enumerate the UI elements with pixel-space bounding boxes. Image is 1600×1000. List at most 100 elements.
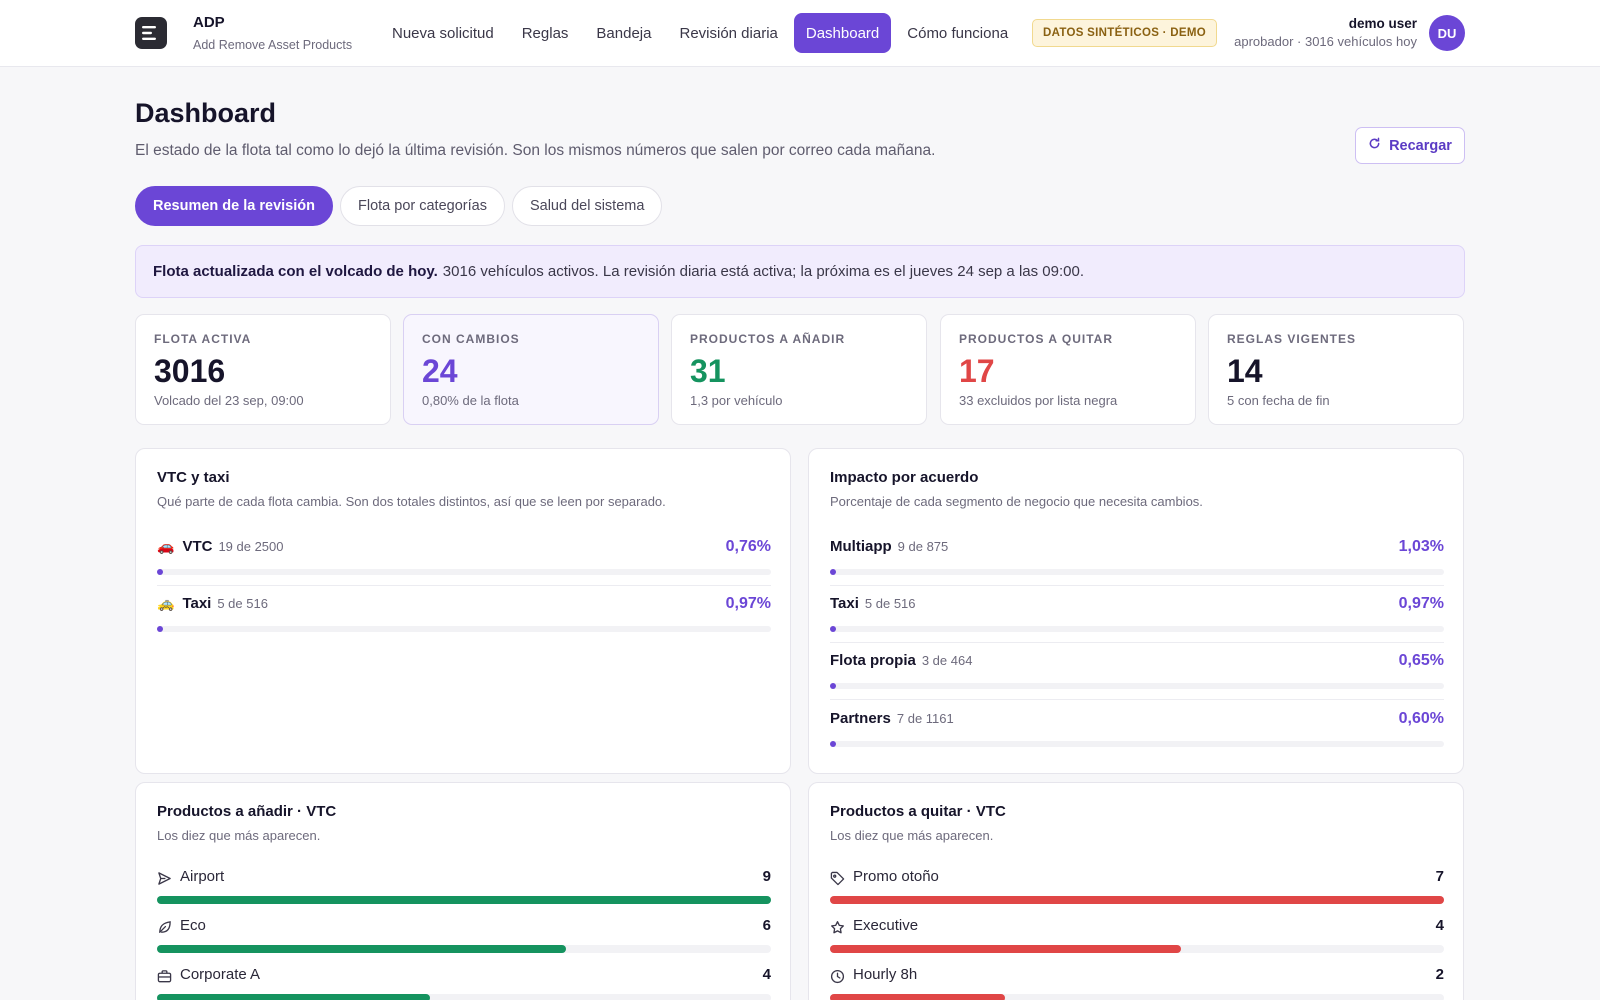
row-label: Flota propia xyxy=(830,652,916,669)
stat-value: 31 xyxy=(690,353,726,389)
product-label: Eco xyxy=(180,917,206,934)
stat-note: 0,80% de la flota xyxy=(422,393,519,408)
avatar[interactable]: DU xyxy=(1429,15,1465,51)
bar-track xyxy=(830,945,1444,953)
leaf-icon xyxy=(157,920,173,936)
reload-button[interactable]: Recargar xyxy=(1355,127,1465,164)
panel-impacto-acuerdo: Impacto por acuerdo Porcentaje de cada s… xyxy=(808,448,1464,774)
progress-track xyxy=(830,626,1444,632)
divider xyxy=(157,585,771,586)
product-row-eco: Eco 6 xyxy=(157,917,771,961)
bar-fill xyxy=(157,994,430,1000)
divider xyxy=(830,642,1444,643)
row-percentage: 1,03% xyxy=(1398,538,1444,555)
product-count: 2 xyxy=(1435,966,1444,983)
bar-track xyxy=(830,994,1444,1000)
tab-salud-sistema[interactable]: Salud del sistema xyxy=(511,186,663,226)
page-subtitle: El estado de la flota tal como lo dejó l… xyxy=(135,142,936,159)
stat-note: 33 excluidos por lista negra xyxy=(959,393,1118,408)
product-count: 4 xyxy=(762,966,771,983)
tag-icon xyxy=(830,871,846,887)
divider xyxy=(830,699,1444,700)
bar-track xyxy=(157,994,771,1000)
panel-subtitle: Porcentaje de cada segmento de negocio q… xyxy=(830,494,1203,509)
banner-text: 3016 vehículos activos. La revisión diar… xyxy=(442,263,1084,280)
logo-icon[interactable] xyxy=(135,17,167,49)
row-label: VTC xyxy=(182,538,213,555)
stat-card-productos-quitar: PRODUCTOS A QUITAR 17 33 excluidos por l… xyxy=(940,314,1196,425)
product-count: 6 xyxy=(762,917,771,934)
progress-fill xyxy=(157,626,163,632)
refresh-icon xyxy=(1368,137,1381,154)
nav-como-funciona[interactable]: Cómo funciona xyxy=(907,24,1009,42)
banner-bold: Flota actualizada con el volcado de hoy. xyxy=(153,263,438,280)
tab-resumen[interactable]: Resumen de la revisión xyxy=(135,186,333,226)
product-count: 9 xyxy=(762,868,771,885)
row-label: Multiapp xyxy=(830,538,892,555)
row-label: Partners xyxy=(830,710,891,727)
product-row-airport: Airport 9 xyxy=(157,868,771,912)
bar-fill xyxy=(830,896,1444,904)
nav-revision-diaria[interactable]: Revisión diaria xyxy=(679,24,778,42)
stat-value: 17 xyxy=(959,353,995,389)
progress-track xyxy=(830,569,1444,575)
row-count: 3 de 464 xyxy=(921,653,973,668)
product-label: Airport xyxy=(180,868,225,885)
nav-bandeja[interactable]: Bandeja xyxy=(596,24,652,42)
product-row-corporate-a: Corporate A 4 xyxy=(157,966,771,1000)
stat-value: 14 xyxy=(1227,353,1263,389)
bar-fill xyxy=(157,896,771,904)
panel-subtitle: Los diez que más aparecen. xyxy=(830,828,994,843)
panel-title: Productos a quitar · VTC xyxy=(830,803,1006,820)
bar-track xyxy=(830,896,1444,904)
progress-fill xyxy=(830,569,837,575)
stat-label: PRODUCTOS A QUITAR xyxy=(959,332,1114,346)
tab-flota-categorias[interactable]: Flota por categorías xyxy=(339,186,505,226)
stat-note: 5 con fecha de fin xyxy=(1227,393,1330,408)
plane-icon xyxy=(157,871,173,887)
clock-icon xyxy=(830,969,846,985)
panel-title: Productos a añadir · VTC xyxy=(157,803,337,820)
nav-nueva-solicitud[interactable]: Nueva solicitud xyxy=(392,24,494,42)
nav-reglas[interactable]: Reglas xyxy=(521,24,569,42)
brand-subtitle: Add Remove Asset Products xyxy=(193,38,353,52)
bar-fill xyxy=(157,945,567,953)
main-nav: Nueva solicitud Reglas Bandeja Revisión … xyxy=(380,13,1020,53)
progress-track xyxy=(157,569,771,575)
bar-fill xyxy=(830,994,1006,1000)
panel-subtitle: Los diez que más aparecen. xyxy=(157,828,321,843)
row-percentage: 0,76% xyxy=(725,538,771,555)
panel-vtc-taxi: VTC y taxi Qué parte de cada flota cambi… xyxy=(135,448,791,774)
star-icon xyxy=(830,920,846,936)
stat-label: FLOTA ACTIVA xyxy=(154,332,252,346)
page-title: Dashboard xyxy=(135,98,277,128)
stat-label: REGLAS VIGENTES xyxy=(1227,332,1357,346)
product-row-executive: Executive 4 xyxy=(830,917,1444,961)
nav-dashboard[interactable]: Dashboard xyxy=(793,13,892,53)
row-percentage: 0,97% xyxy=(725,595,771,612)
bar-fill xyxy=(830,945,1181,953)
product-row-hourly-8h: Hourly 8h 2 xyxy=(830,966,1444,1000)
product-label: Corporate A xyxy=(180,966,261,983)
row-percentage: 0,60% xyxy=(1398,710,1444,727)
stat-card-productos-anadir: PRODUCTOS A AÑADIR 31 1,3 por vehículo xyxy=(671,314,927,425)
stat-card-con-cambios: CON CAMBIOS 24 0,80% de la flota xyxy=(403,314,659,425)
progress-fill xyxy=(830,741,836,747)
product-count: 4 xyxy=(1435,917,1444,934)
brand-name: ADP xyxy=(193,14,225,31)
row-percentage: 0,97% xyxy=(1398,595,1444,612)
row-percentage: 0,65% xyxy=(1398,652,1444,669)
stat-note: Volcado del 23 sep, 09:00 xyxy=(154,393,304,408)
row-count: 9 de 875 xyxy=(897,539,949,554)
panel-productos-quitar: Productos a quitar · VTC Los diez que má… xyxy=(808,782,1464,1000)
car-icon: 🚗 xyxy=(157,538,175,554)
row-count: 7 de 1161 xyxy=(896,711,954,726)
user-role: aprobador · 3016 vehículos hoy xyxy=(1234,34,1417,49)
panel-subtitle: Qué parte de cada flota cambia. Son dos … xyxy=(157,494,666,509)
divider xyxy=(830,585,1444,586)
product-label: Executive xyxy=(853,917,919,934)
progress-fill xyxy=(157,569,163,575)
row-label: Taxi xyxy=(182,595,212,612)
panel-productos-anadir: Productos a añadir · VTC Los diez que má… xyxy=(135,782,791,1000)
progress-fill xyxy=(830,626,836,632)
